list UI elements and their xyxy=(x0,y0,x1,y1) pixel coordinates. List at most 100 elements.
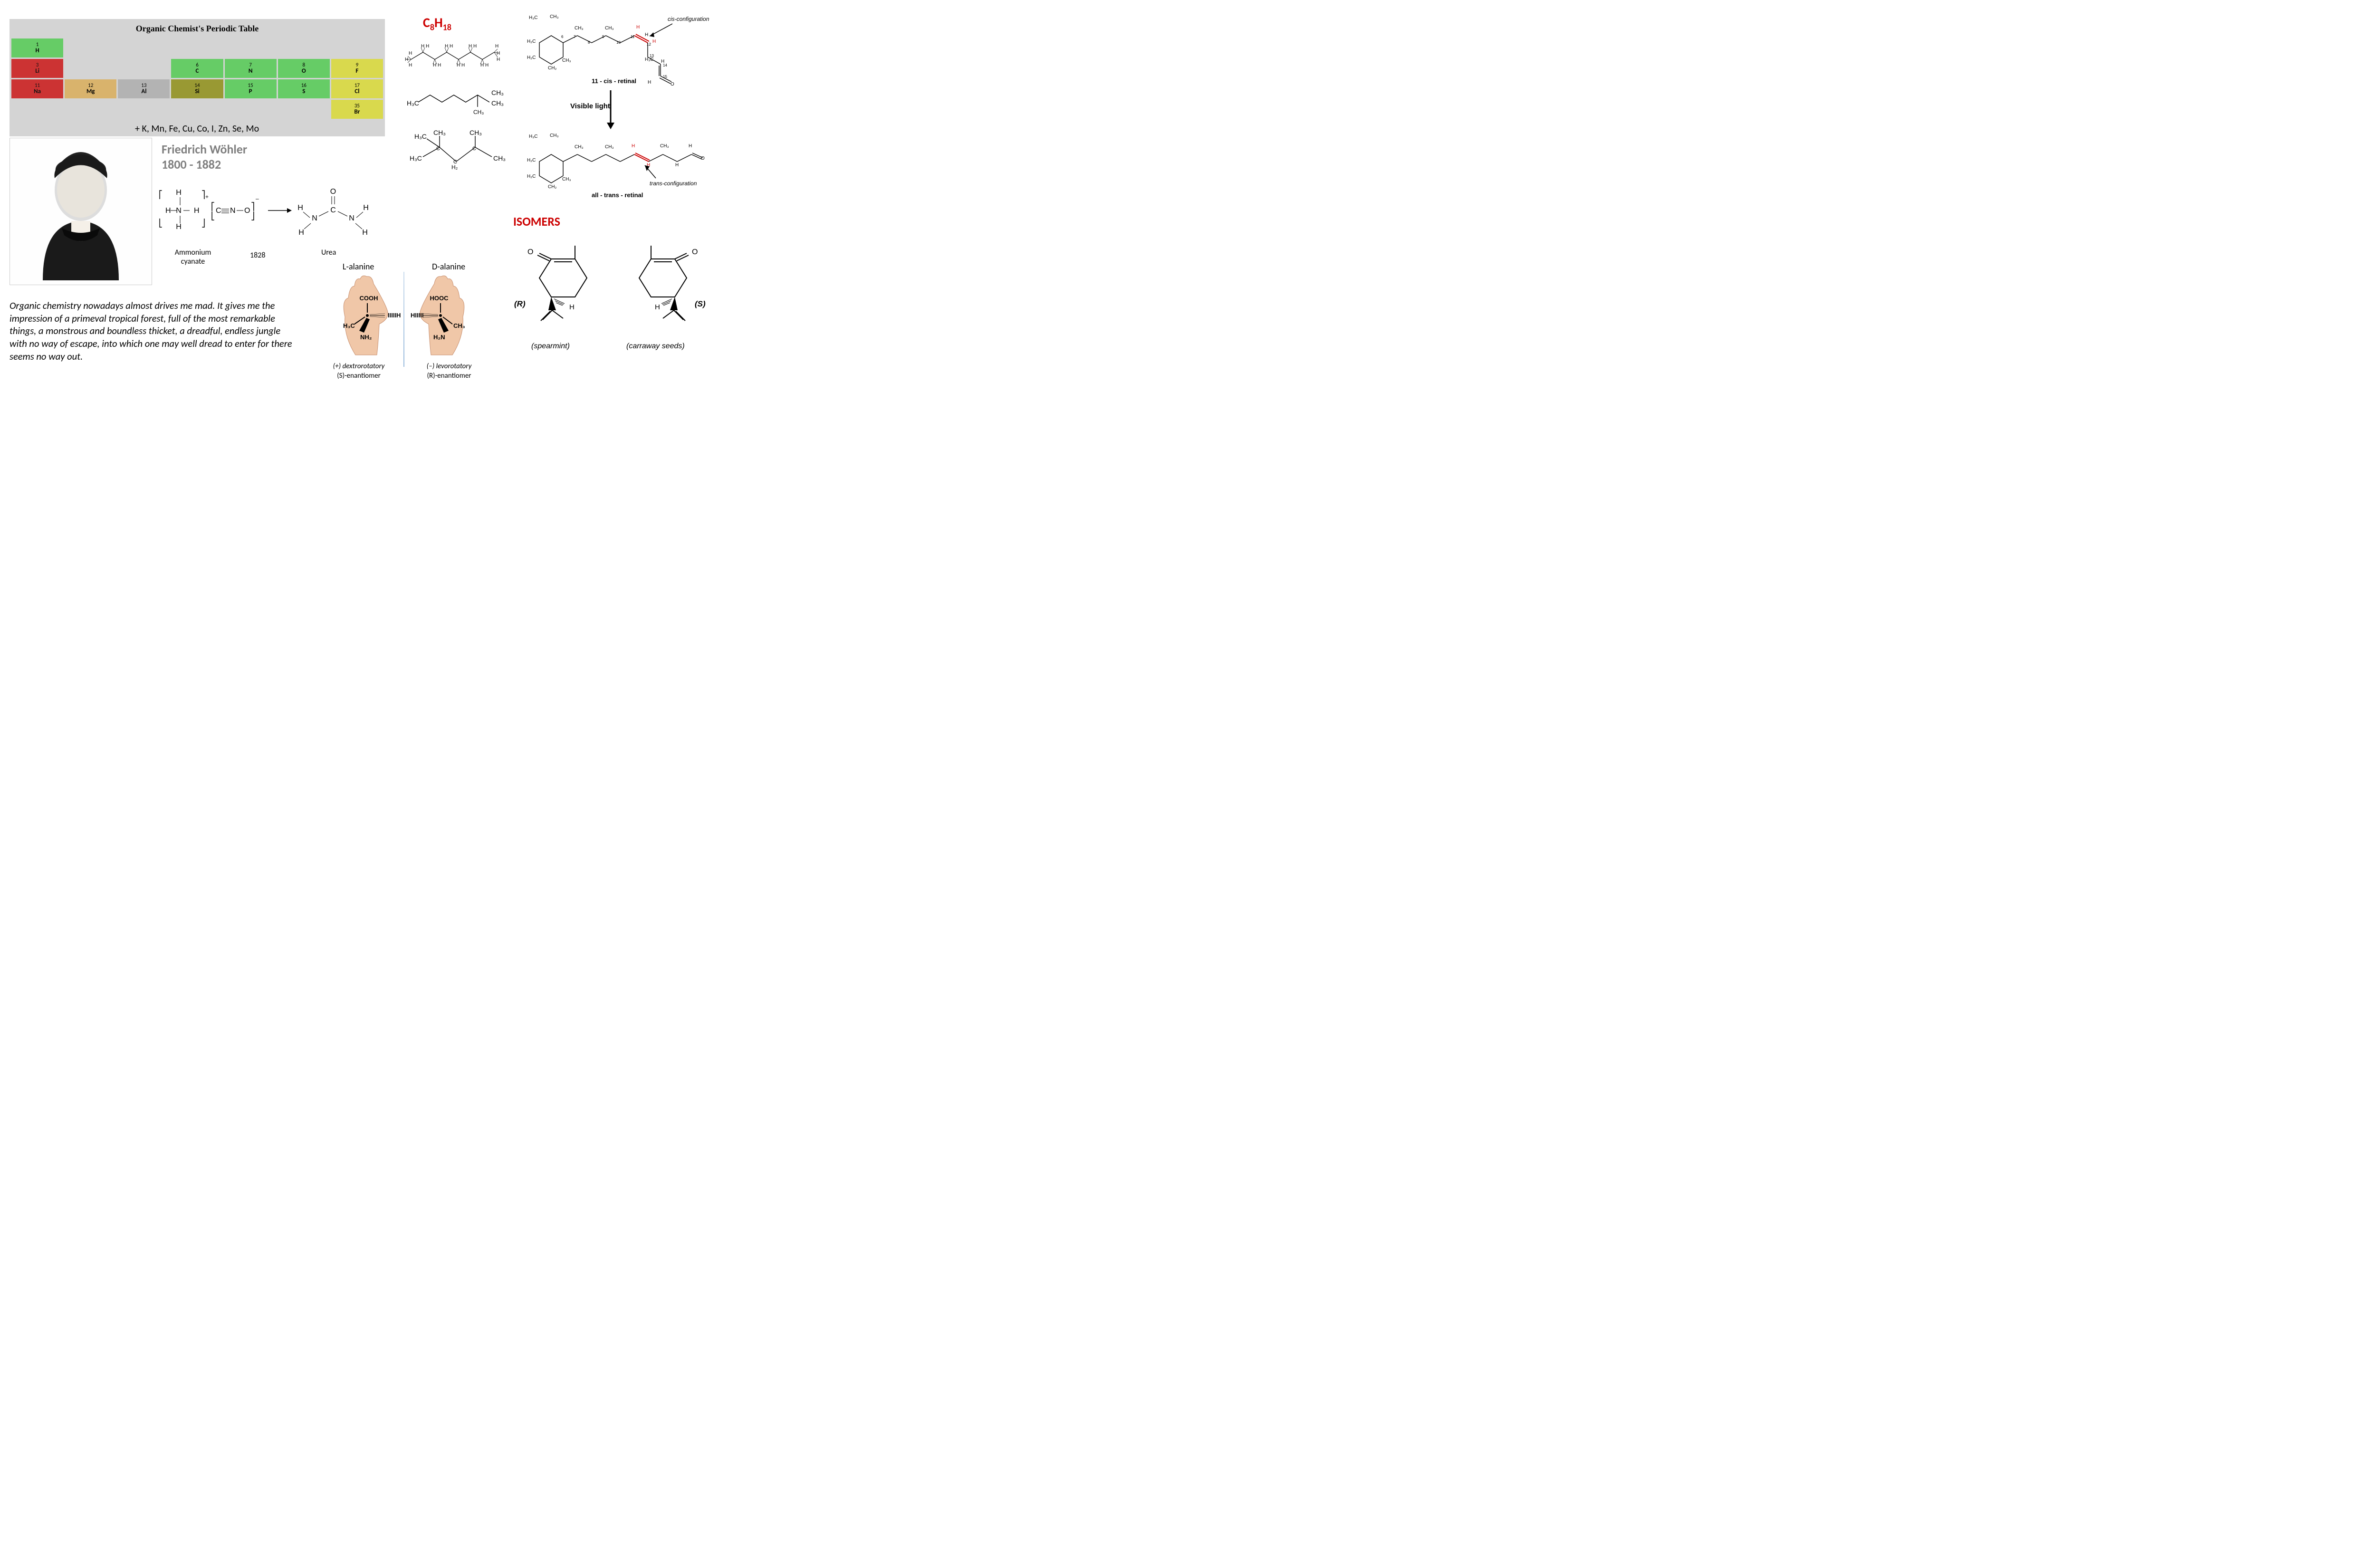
svg-text:(S): (S) xyxy=(695,299,706,308)
r-enant: (R)-enantiomer xyxy=(427,372,471,380)
svg-text:⎡: ⎡ xyxy=(159,190,163,200)
svg-text:13: 13 xyxy=(650,54,654,58)
svg-text:H: H xyxy=(655,303,660,311)
svg-text:Visible light: Visible light xyxy=(570,102,610,110)
svg-text:H₃C: H₃C xyxy=(410,154,422,162)
svg-text:CH₂: CH₂ xyxy=(548,184,556,190)
svg-text:O: O xyxy=(330,188,336,196)
d-alanine-title: D-alanine xyxy=(432,261,465,272)
svg-text:IIIIIH: IIIIIH xyxy=(388,312,401,319)
svg-text:CH₃: CH₃ xyxy=(550,133,559,138)
svg-text:O: O xyxy=(671,82,674,87)
svg-text:HIIIII: HIIIII xyxy=(411,312,423,319)
svg-text:CH₃: CH₃ xyxy=(605,26,614,31)
ptable-cell: 12Mg xyxy=(65,79,116,98)
ptable-cell: 35Br xyxy=(331,100,383,119)
svg-text:C: C xyxy=(453,159,457,165)
svg-text:7: 7 xyxy=(574,35,576,39)
svg-text:CH₃: CH₃ xyxy=(491,99,504,107)
svg-text:14: 14 xyxy=(663,63,667,67)
svg-text:H₂N: H₂N xyxy=(433,334,445,341)
svg-text:N: N xyxy=(176,207,182,215)
svg-text:⎦: ⎦ xyxy=(251,211,255,220)
l-alanine-title: L-alanine xyxy=(343,261,374,272)
svg-text:H₃C: H₃C xyxy=(343,322,355,329)
svg-text:H: H xyxy=(689,143,692,149)
svg-text:H₂C: H₂C xyxy=(527,158,536,163)
svg-text:⎣: ⎣ xyxy=(211,211,215,220)
ptable-cell: 8O xyxy=(278,59,330,78)
ptable-cell: 9F xyxy=(331,59,383,78)
svg-text:O: O xyxy=(527,248,533,256)
ptable-cell: 3Li xyxy=(11,59,63,78)
ptable-cell: 15P xyxy=(225,79,277,98)
retinal-diagram: H₃CCH₃ H₂CH₂C CH₂CH₃ CH₃CH₃ HH H HH₃C HO… xyxy=(525,10,710,200)
ptable-cell xyxy=(225,38,277,57)
svg-text:H: H xyxy=(569,303,575,311)
svg-text:H: H xyxy=(497,51,500,56)
svg-text:H H: H H xyxy=(457,63,465,68)
svg-text:N: N xyxy=(349,214,354,222)
wohler-heading: Friedrich Wöhler 1800 - 1882 xyxy=(162,142,247,172)
svg-text:H: H xyxy=(636,25,640,30)
svg-text:11 - cis - retinal: 11 - cis - retinal xyxy=(592,77,636,85)
reactant-label: Ammonium cyanate xyxy=(164,248,221,266)
svg-text:CH₃: CH₃ xyxy=(660,143,669,149)
svg-text:H: H xyxy=(648,80,651,85)
svg-text:H₃C: H₃C xyxy=(529,15,538,20)
svg-text:H H: H H xyxy=(445,44,453,49)
svg-text:N: N xyxy=(312,214,317,222)
ptable-cell xyxy=(278,38,330,57)
r-rot: (–) levorotatory xyxy=(427,362,472,371)
ptable-cell xyxy=(118,38,170,57)
svg-text:H: H xyxy=(497,57,500,62)
svg-text:H: H xyxy=(176,189,182,197)
svg-text:CH₃: CH₃ xyxy=(550,14,559,19)
svg-text:H₂C: H₂C xyxy=(527,39,536,44)
isomers-title: ISOMERS xyxy=(513,214,560,229)
svg-text:CH₃: CH₃ xyxy=(473,109,484,115)
ptable-cell xyxy=(65,59,116,78)
svg-text:(spearmint): (spearmint) xyxy=(531,342,570,350)
ptable-cell: 11Na xyxy=(11,79,63,98)
svg-text:C: C xyxy=(330,206,336,214)
svg-text:H₂C: H₂C xyxy=(527,174,536,179)
svg-text:all - trans - retinal: all - trans - retinal xyxy=(592,191,643,199)
svg-text:H₂C: H₂C xyxy=(527,55,536,60)
svg-text:H: H xyxy=(297,204,303,212)
svg-text:N: N xyxy=(230,207,236,215)
svg-text:H: H xyxy=(405,57,408,62)
svg-text:(R): (R) xyxy=(514,299,526,308)
svg-text:NH₂: NH₂ xyxy=(360,334,372,341)
ptable-cell: 13Al xyxy=(118,79,170,98)
svg-text:CH₃: CH₃ xyxy=(493,154,506,162)
svg-text:O: O xyxy=(244,207,250,215)
svg-text:CH₃: CH₃ xyxy=(575,26,584,31)
svg-text:CH₃: CH₃ xyxy=(491,89,504,96)
ptable-extra: + K, Mn, Fe, Cu, Co, I, Zn, Se, Mo xyxy=(11,120,383,134)
svg-text:CH₃: CH₃ xyxy=(433,129,446,136)
svg-text:trans-configuration: trans-configuration xyxy=(650,180,697,187)
svg-text:C: C xyxy=(436,146,440,152)
svg-text:H: H xyxy=(495,44,498,49)
svg-text:6: 6 xyxy=(561,35,564,39)
ptable-cell xyxy=(65,100,116,119)
svg-text:cis-configuration: cis-configuration xyxy=(668,16,709,22)
ptable-title: Organic Chemist's Periodic Table xyxy=(11,22,383,38)
svg-text:H₃C: H₃C xyxy=(414,133,427,140)
svg-text:H₃C: H₃C xyxy=(529,134,538,139)
ptable-cell xyxy=(118,100,170,119)
svg-text:H₂: H₂ xyxy=(451,164,458,171)
svg-text:–: – xyxy=(256,195,259,202)
svg-text:H H: H H xyxy=(421,44,429,49)
wohler-years: 1800 - 1882 xyxy=(162,157,221,172)
periodic-table: Organic Chemist's Periodic Table 1H3Li6C… xyxy=(10,19,385,136)
svg-text:H: H xyxy=(675,163,679,168)
svg-text:H: H xyxy=(298,229,304,237)
l-rot: (+) dextrorotatory xyxy=(333,362,385,371)
svg-text:H: H xyxy=(165,207,171,215)
svg-text:H: H xyxy=(409,51,412,56)
octane-isomers: HHH H HH H H HH H H HH H HHH xyxy=(404,33,523,176)
ptable-cell xyxy=(118,59,170,78)
svg-text:⎤: ⎤ xyxy=(251,202,255,211)
